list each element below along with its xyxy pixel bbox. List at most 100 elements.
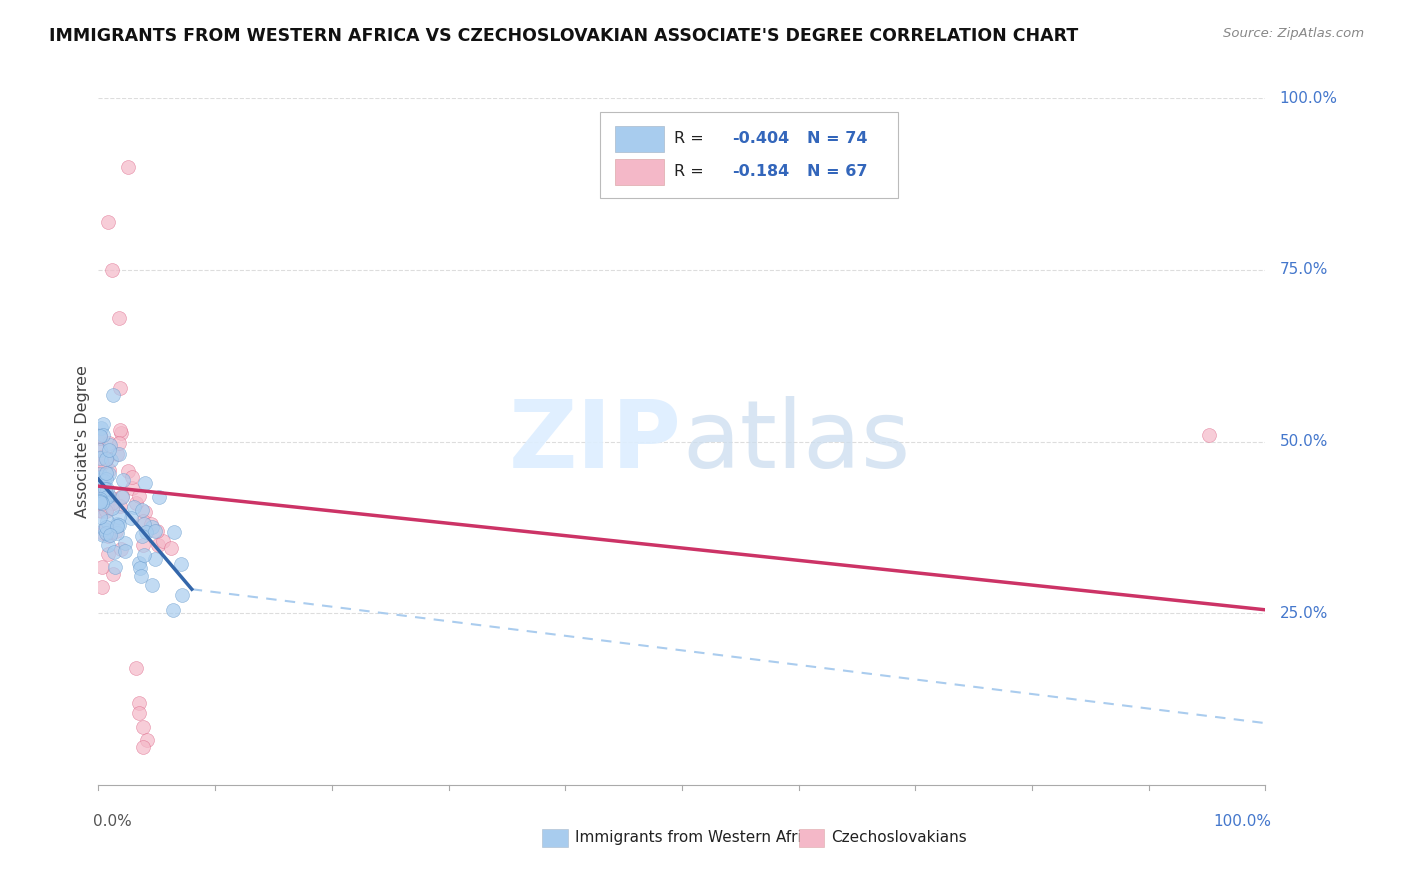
Point	[114, 544, 136, 558]
Point	[90, 450, 112, 464]
Point	[89, 491, 111, 506]
Point	[91, 490, 114, 504]
Point	[105, 524, 128, 539]
Point	[91, 526, 114, 541]
Point	[96, 489, 118, 503]
Point	[89, 431, 111, 445]
Text: 25.0%: 25.0%	[1279, 606, 1327, 621]
Point	[89, 456, 111, 470]
Point	[146, 524, 169, 538]
Point	[111, 491, 134, 505]
Point	[132, 549, 155, 563]
Point	[93, 492, 115, 507]
Point	[91, 495, 114, 509]
Point	[141, 520, 163, 534]
Point	[101, 263, 124, 277]
Point	[96, 501, 118, 516]
Point	[89, 473, 111, 487]
Point	[89, 428, 111, 442]
Point	[93, 474, 115, 488]
Point	[94, 522, 117, 536]
Point	[162, 603, 184, 617]
Text: 75.0%: 75.0%	[1279, 262, 1327, 277]
Point	[139, 516, 162, 531]
Point	[108, 499, 131, 513]
Point	[105, 447, 128, 461]
Text: -0.184: -0.184	[733, 164, 789, 179]
Point	[129, 569, 152, 583]
Point	[94, 520, 117, 534]
Point	[89, 502, 111, 516]
Point	[98, 527, 121, 541]
Point	[89, 480, 111, 494]
Point	[101, 566, 124, 581]
Point	[94, 471, 117, 485]
Point	[129, 561, 152, 575]
Point	[107, 510, 129, 524]
Point	[1198, 427, 1220, 442]
Point	[90, 495, 112, 509]
Point	[91, 580, 114, 594]
Point	[90, 493, 112, 508]
Point	[89, 500, 111, 514]
Text: 100.0%: 100.0%	[1279, 91, 1337, 105]
Point	[132, 740, 155, 755]
Point	[89, 467, 111, 482]
Point	[89, 442, 111, 457]
Point	[97, 526, 120, 541]
Text: Immigrants from Western Africa: Immigrants from Western Africa	[575, 830, 820, 846]
Point	[93, 522, 115, 536]
Point	[90, 504, 112, 518]
Point	[90, 421, 112, 435]
FancyBboxPatch shape	[600, 112, 898, 198]
Point	[105, 516, 128, 531]
Text: N = 67: N = 67	[807, 164, 868, 179]
Text: R =: R =	[673, 164, 714, 179]
Point	[94, 525, 117, 540]
Point	[104, 560, 127, 574]
Point	[148, 538, 170, 552]
Point	[100, 496, 122, 510]
Text: 100.0%: 100.0%	[1213, 814, 1271, 829]
Point	[128, 556, 150, 570]
Point	[134, 517, 156, 532]
Point	[90, 453, 112, 467]
Point	[90, 458, 112, 472]
Point	[96, 514, 118, 528]
Point	[132, 514, 155, 528]
Text: ZIP: ZIP	[509, 395, 682, 488]
Point	[91, 528, 114, 542]
Point	[97, 467, 120, 481]
Point	[94, 454, 117, 468]
Point	[108, 447, 131, 461]
Point	[141, 578, 163, 592]
Point	[121, 481, 143, 495]
Point	[94, 451, 117, 466]
Text: atlas: atlas	[682, 395, 910, 488]
Text: 0.0%: 0.0%	[93, 814, 131, 829]
Point	[101, 388, 124, 402]
Point	[110, 425, 132, 440]
Point	[89, 495, 111, 509]
FancyBboxPatch shape	[616, 160, 665, 186]
Point	[125, 496, 148, 510]
Point	[105, 518, 128, 533]
Point	[122, 500, 145, 514]
Point	[131, 503, 153, 517]
Text: Source: ZipAtlas.com: Source: ZipAtlas.com	[1223, 27, 1364, 40]
Point	[125, 661, 148, 675]
Point	[108, 310, 131, 325]
Point	[128, 706, 150, 720]
Point	[96, 504, 118, 518]
Point	[108, 436, 131, 450]
Point	[134, 476, 156, 491]
Text: 50.0%: 50.0%	[1279, 434, 1327, 449]
Point	[96, 491, 118, 505]
Point	[89, 499, 111, 513]
Point	[98, 526, 121, 541]
Point	[96, 482, 118, 496]
Point	[170, 588, 193, 602]
Point	[143, 551, 166, 566]
Point	[128, 490, 150, 504]
Point	[110, 542, 132, 557]
